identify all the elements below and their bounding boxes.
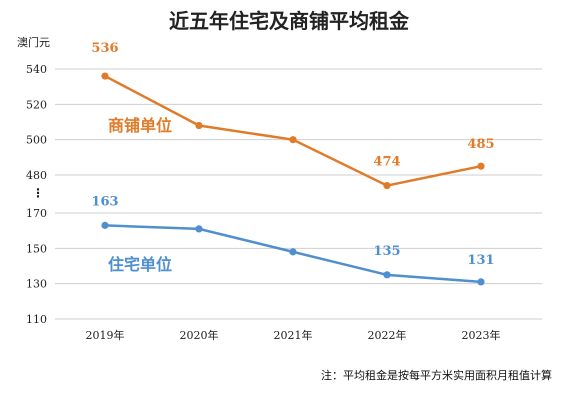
y-tick-label: 150 xyxy=(26,242,47,255)
y-tick-label: 130 xyxy=(26,278,47,291)
data-point xyxy=(195,225,203,233)
data-label: 131 xyxy=(467,253,494,268)
chart-title: 近五年住宅及商铺平均租金 xyxy=(169,9,410,33)
data-point xyxy=(383,271,391,279)
data-label: 536 xyxy=(91,41,118,56)
data-label: 163 xyxy=(91,194,118,209)
footnote: 注：平均租金是按每平方米实用面积月租值计算 xyxy=(321,368,552,382)
data-point xyxy=(101,221,109,229)
series-name-label: 住宅单位 xyxy=(108,255,172,274)
data-label: 474 xyxy=(373,155,400,170)
data-label: 485 xyxy=(467,137,494,152)
data-point xyxy=(289,248,297,256)
x-axis-ticks: 2019年 2020年 2021年 2022年 2023年 xyxy=(86,328,501,342)
grid-lines xyxy=(55,68,542,320)
series-name-label: 商铺单位 xyxy=(108,116,172,135)
y-tick-label: 480 xyxy=(26,169,47,182)
data-point xyxy=(289,136,297,144)
y-tick-label: 110 xyxy=(26,313,47,326)
y-axis-ticks: 480 500 520 540 110 130 150 170 xyxy=(26,63,47,326)
x-tick-label: 2023年 xyxy=(462,328,501,342)
data-point xyxy=(477,162,485,170)
data-point xyxy=(383,182,391,190)
y-tick-label: 170 xyxy=(26,207,47,220)
x-tick-label: 2021年 xyxy=(274,328,313,342)
series-group: 536 474 485 商铺单位 163 135 131 住宅单位 xyxy=(91,41,495,286)
x-tick-label: 2020年 xyxy=(180,328,219,342)
data-point xyxy=(101,72,109,80)
y-tick-label: 540 xyxy=(26,63,47,76)
x-tick-label: 2022年 xyxy=(368,328,407,342)
data-point xyxy=(477,278,485,286)
y-tick-label: 520 xyxy=(26,98,47,111)
x-tick-label: 2019年 xyxy=(86,328,125,342)
data-point xyxy=(195,121,203,130)
data-label: 135 xyxy=(373,244,400,259)
axis-break-mark: ⋮ xyxy=(32,186,44,200)
y-tick-label: 500 xyxy=(26,134,47,147)
y-axis-unit: 澳门元 xyxy=(17,35,50,49)
